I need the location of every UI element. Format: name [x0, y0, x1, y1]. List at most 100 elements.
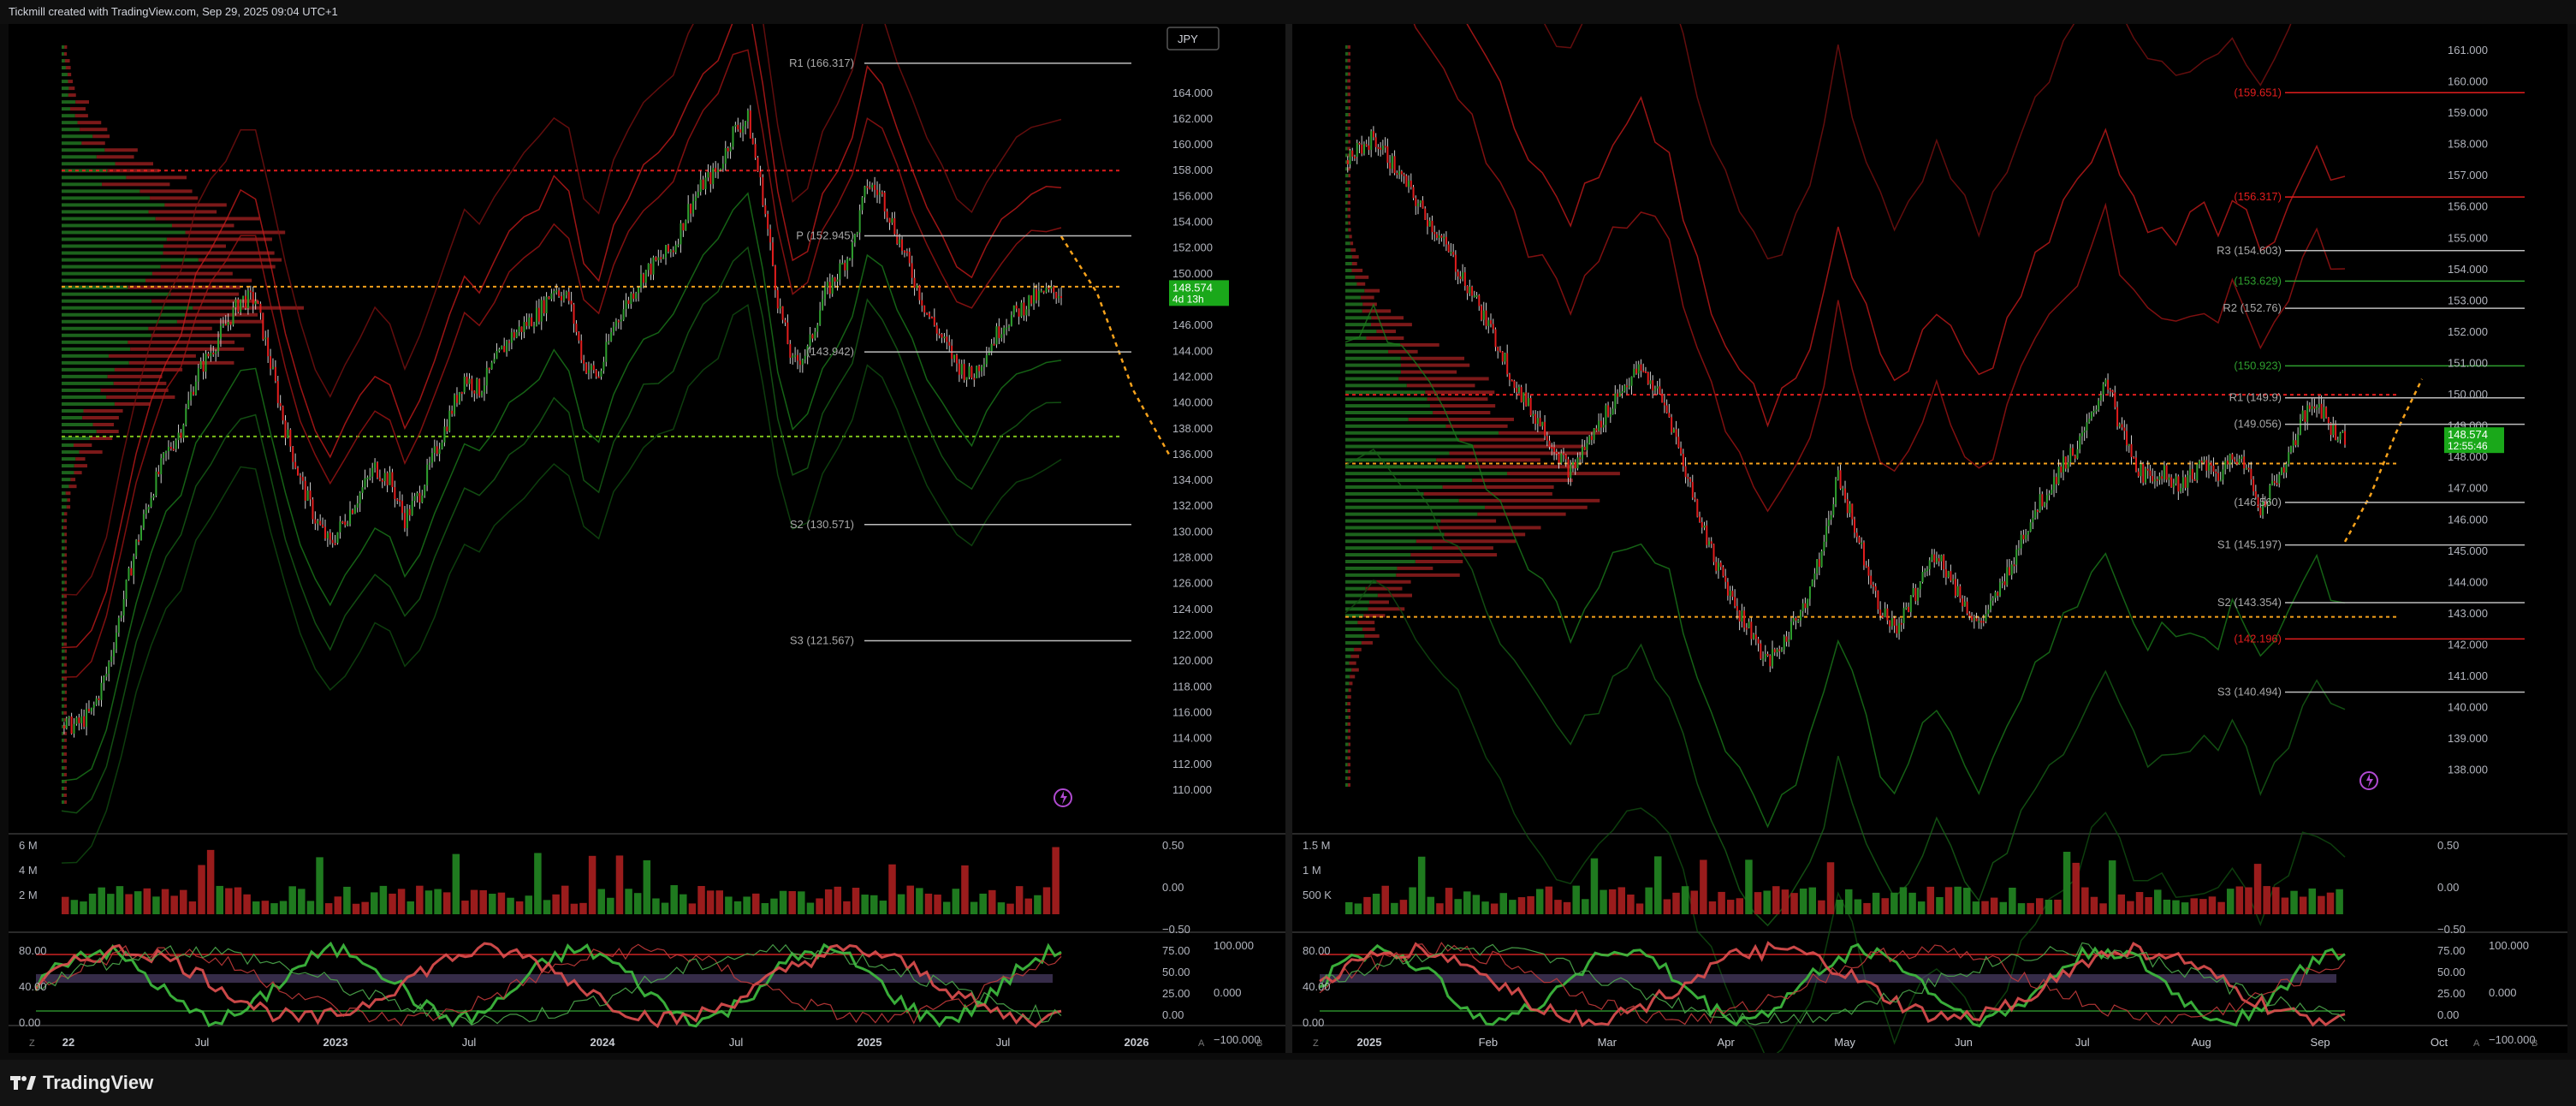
volume-profile-bar-down — [1366, 336, 1404, 340]
candle-body — [1933, 554, 1936, 563]
candle-body — [585, 363, 588, 373]
left-chart-panel[interactable]: R1 (166.317) P (152.945) (143.942) S2 (130.… — [9, 0, 1285, 1053]
candle-body — [2152, 476, 2154, 482]
candle-body — [1621, 391, 1623, 394]
right-chart-panel[interactable]: (159.651) (156.317) R3 (154.603) (153.629) R… — [1292, 0, 2567, 1062]
candle-body — [1954, 579, 1956, 596]
volume-profile-bar-down — [1348, 770, 1350, 774]
volume-profile-bar-up — [1345, 634, 1365, 638]
candle-body — [960, 364, 963, 375]
x-tick-label: May — [1834, 1036, 1855, 1049]
volume-profile-bar-up — [62, 498, 68, 502]
candle-body — [639, 274, 642, 288]
volume-profile-bar-up — [62, 491, 66, 496]
candle-body — [632, 293, 635, 300]
candle-body — [185, 408, 187, 425]
candle-body — [558, 290, 561, 297]
candle-body — [792, 355, 794, 358]
tradingview-brand[interactable]: TradingView — [10, 1072, 153, 1094]
candle-body — [1494, 329, 1497, 348]
candle-body — [1374, 137, 1377, 147]
auto-scale-icon: A — [1198, 1038, 1205, 1049]
candle-body — [2116, 407, 2119, 427]
right-chart-svg[interactable]: (159.651)(156.317)R3 (154.603)(153.629)R… — [1292, 0, 2567, 1062]
candle-body — [1893, 618, 1896, 626]
candle-body — [428, 462, 431, 465]
candle-body — [630, 293, 632, 304]
volume-bar — [479, 889, 487, 914]
candle-body — [2022, 534, 2025, 540]
candle-body — [1380, 147, 1382, 151]
candle-body — [421, 495, 424, 502]
volume-profile-bar-down — [68, 485, 77, 489]
candle-body — [1865, 565, 1867, 568]
volume-profile-bar-down — [1364, 634, 1380, 638]
oscillator-right-tick: 25.00 — [2437, 987, 2466, 1000]
candle-body — [828, 282, 831, 294]
candle-body — [1998, 582, 2001, 596]
volume-profile-bar-down — [64, 786, 67, 790]
y-tick-label: 112.000 — [1172, 758, 1212, 770]
candle-body — [1558, 454, 1560, 463]
volume-profile-bar-up — [62, 587, 64, 592]
candle-body — [389, 472, 391, 485]
x-tick-label: Feb — [1479, 1036, 1498, 1049]
candle-body — [1059, 296, 1063, 299]
volume-profile-bar-down — [64, 532, 67, 537]
candle-body — [822, 299, 824, 311]
volume-profile-bar-up — [1345, 140, 1349, 144]
y-tick-label: 140.000 — [1172, 396, 1213, 409]
volume-profile-bar-up — [1345, 444, 1474, 449]
volume-bar — [1006, 903, 1014, 914]
candle-body — [152, 496, 155, 498]
candle-body — [1921, 572, 1924, 582]
candle-body — [2010, 564, 2013, 575]
candle-body — [823, 287, 826, 300]
volume-bar — [2235, 886, 2244, 914]
candle-body — [1405, 175, 1408, 187]
volume-bar — [1981, 901, 1989, 914]
volume-profile-bar-down — [1350, 248, 1356, 253]
volume-bar — [970, 901, 978, 914]
price-badge — [2444, 427, 2504, 454]
candle-body — [2330, 423, 2332, 435]
volume-profile-bar-down — [63, 52, 68, 56]
volume-profile-bar-down — [1347, 756, 1350, 760]
candle-body — [901, 239, 904, 252]
candle-body — [774, 265, 776, 290]
candle-body — [2001, 581, 2003, 584]
volume-profile-bar-up — [1345, 288, 1365, 293]
volume-bar — [788, 890, 796, 914]
volume-bar — [206, 849, 215, 914]
candle-body — [341, 521, 344, 524]
panel-divider[interactable] — [1285, 24, 1292, 1053]
volume-bar — [916, 888, 923, 914]
volume-bar — [1517, 897, 1526, 914]
volume-bar — [1024, 898, 1033, 914]
candle-body — [2055, 477, 2057, 485]
candle-body — [1659, 386, 1661, 394]
volume-profile-bar-down — [64, 765, 67, 770]
volume-bar — [1545, 886, 1553, 914]
candle-body — [680, 223, 682, 245]
candle-body — [597, 376, 600, 378]
volume-profile-bar-up — [62, 635, 64, 639]
candle-body — [1452, 252, 1455, 255]
candle-body — [483, 385, 485, 393]
candle-body — [976, 366, 978, 378]
oscillator-right-tick2: −100.000 — [2489, 1033, 2536, 1046]
volume-bar — [243, 894, 251, 914]
volume-profile-bar-down — [1410, 553, 1498, 557]
volume-profile-bar-down — [1423, 491, 1552, 496]
volume-profile-bar-up — [62, 752, 64, 756]
volume-profile-bar-down — [64, 59, 70, 63]
candle-body — [1463, 272, 1466, 286]
candle-body — [1412, 187, 1415, 199]
volume-profile-bar-up — [1345, 472, 1508, 476]
volume-profile-bar-up — [1345, 330, 1377, 334]
volume-profile-bar-up — [62, 567, 64, 571]
volume-profile-bar-down — [1348, 715, 1350, 719]
candle-body — [485, 367, 488, 386]
left-chart-svg[interactable]: R1 (166.317)P (152.945)(143.942)S2 (130.… — [9, 0, 1285, 1053]
volume-profile-bar-down — [1347, 79, 1350, 83]
